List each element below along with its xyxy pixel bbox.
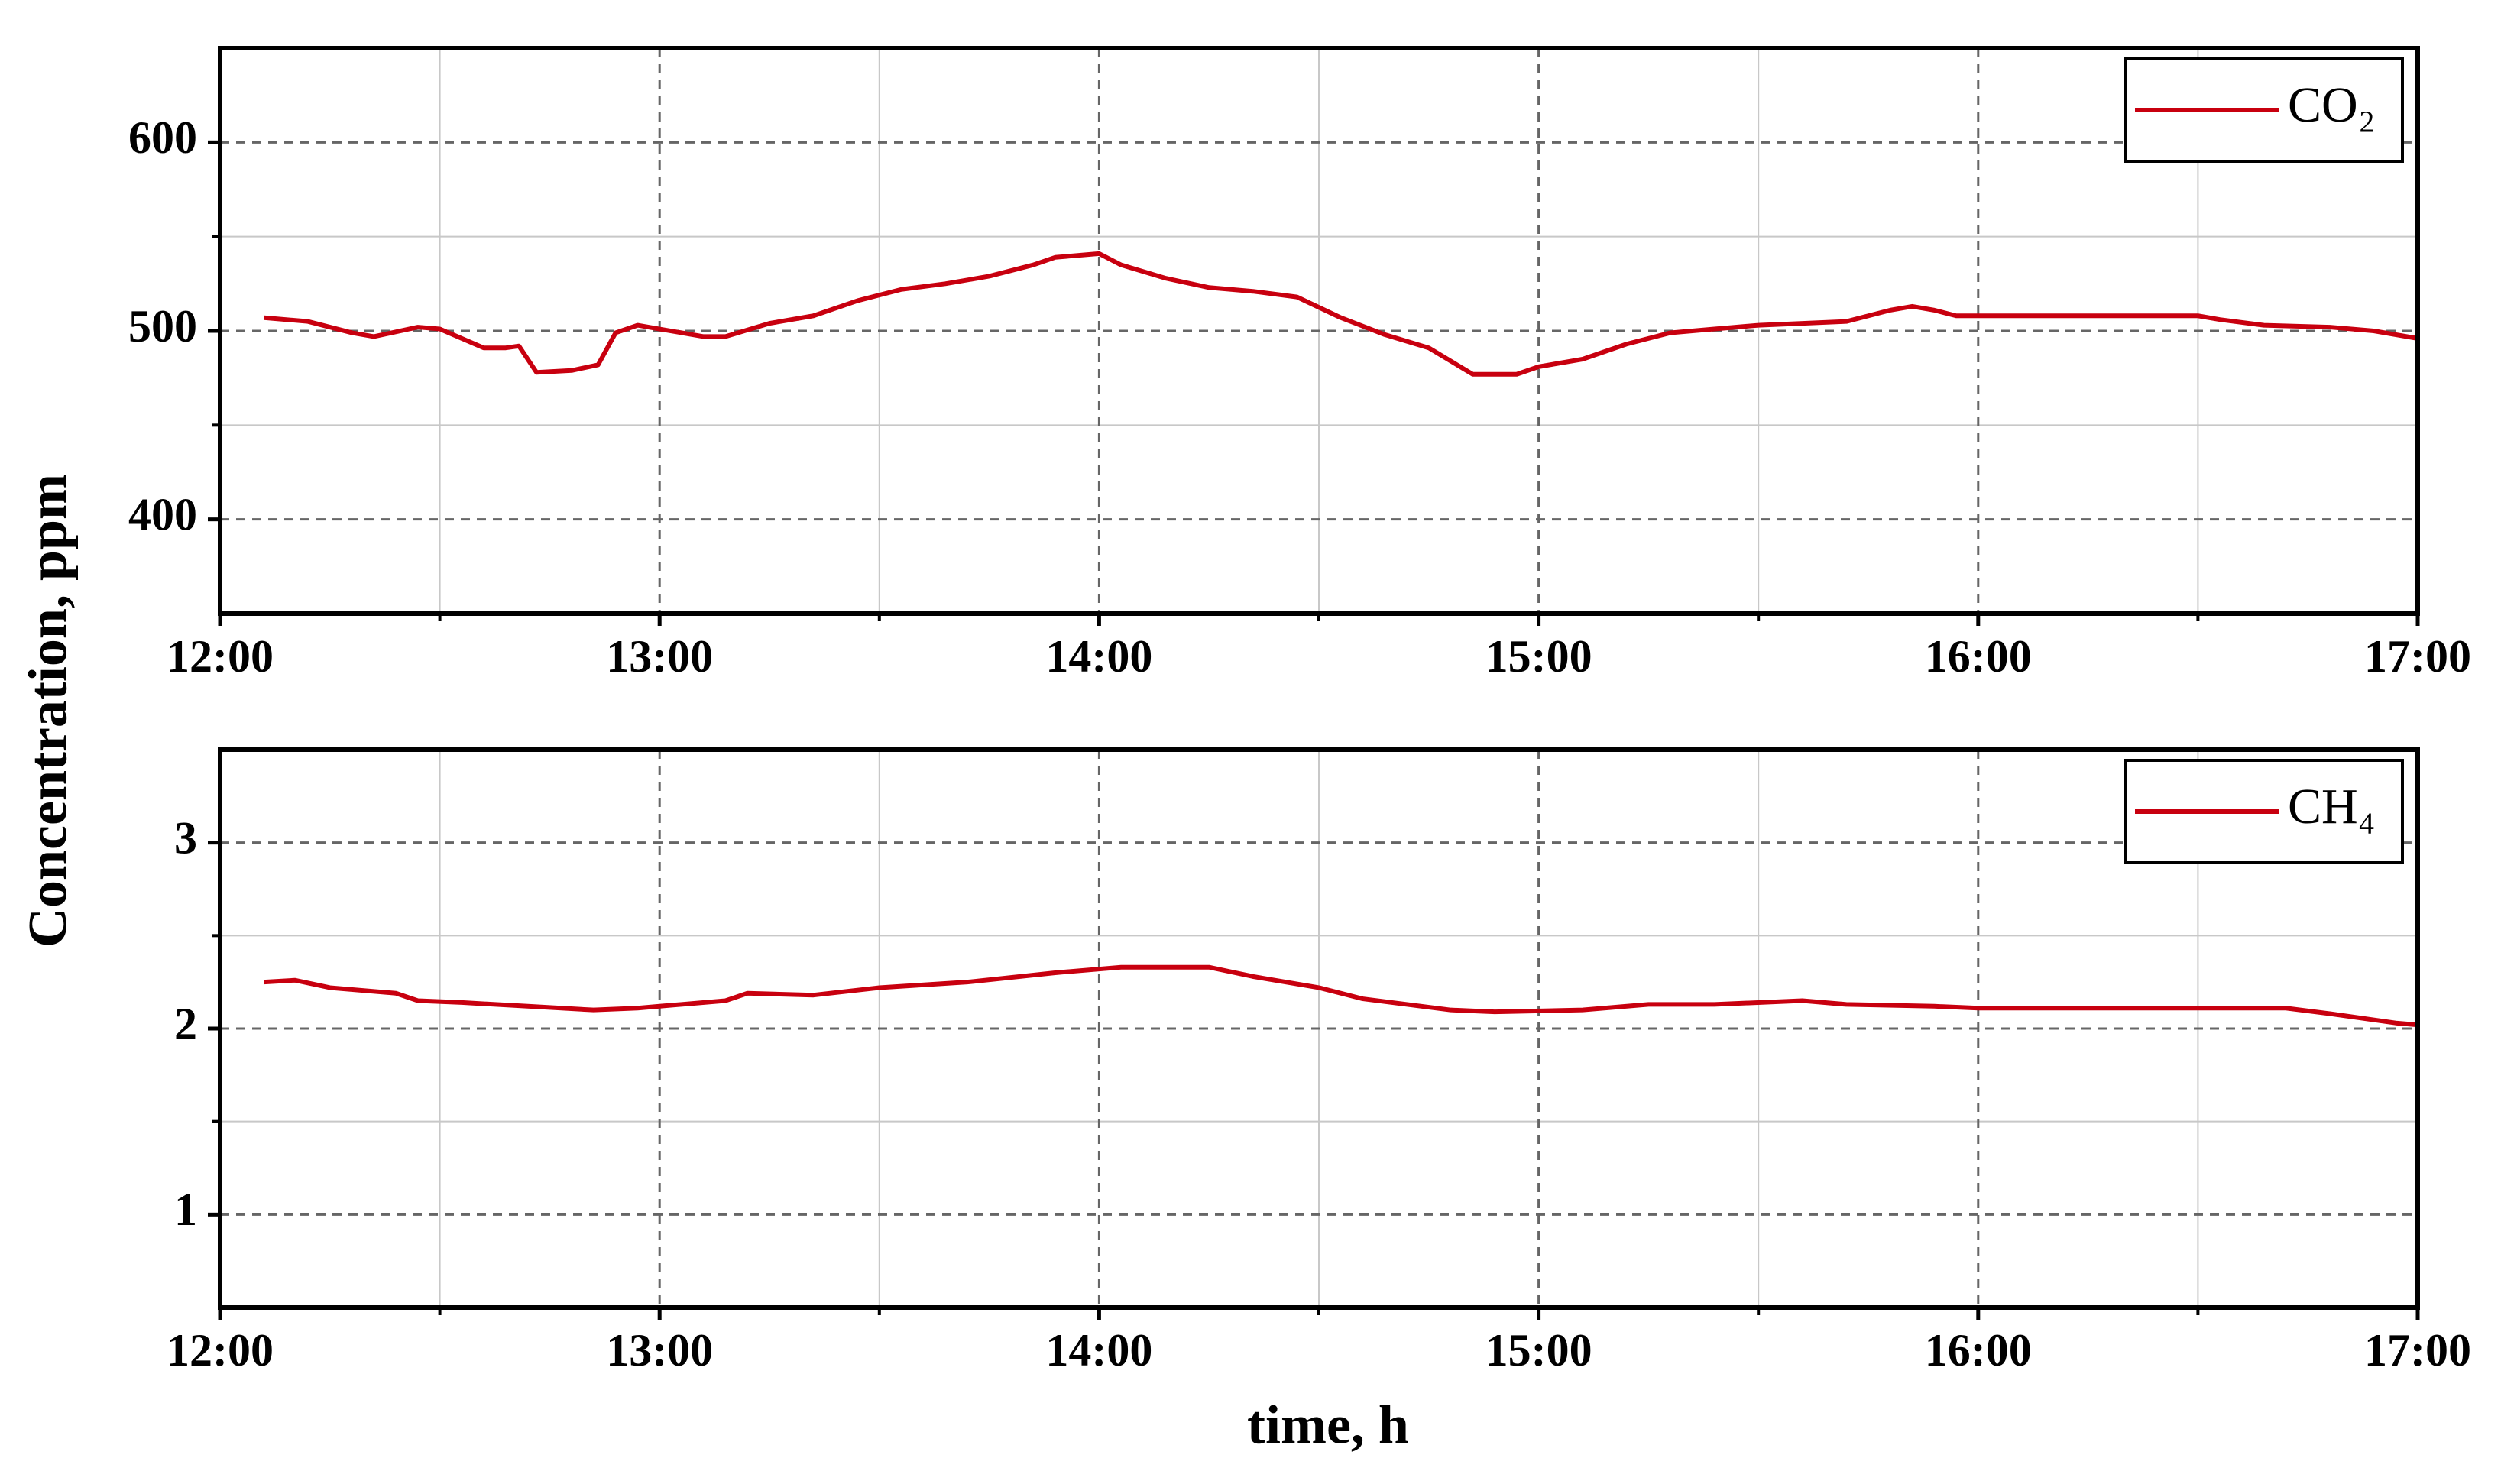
data-line <box>264 251 2418 377</box>
y-tick-label: 400 <box>128 489 197 539</box>
x-tick-label: 15:00 <box>1485 1325 1592 1375</box>
x-tick-label: 15:00 <box>1485 631 1592 682</box>
legend-label: CH₄ <box>2288 779 2376 834</box>
y-tick-label: 3 <box>174 812 197 863</box>
y-axis-label: Concentration, ppm <box>18 474 79 948</box>
y-tick-label: 500 <box>128 301 197 352</box>
y-tick-label: 1 <box>174 1184 197 1235</box>
x-tick-label: 17:00 <box>2364 1325 2471 1375</box>
x-axis-label: time, h <box>1247 1395 1409 1456</box>
x-tick-label: 13:00 <box>606 631 713 682</box>
x-tick-label: 16:00 <box>1925 1325 2032 1375</box>
x-tick-label: 14:00 <box>1045 1325 1152 1375</box>
x-tick-label: 17:00 <box>2364 631 2471 682</box>
data-line <box>264 964 2418 1028</box>
x-tick-label: 12:00 <box>167 1325 274 1375</box>
y-tick-label: 600 <box>128 112 197 163</box>
x-tick-label: 16:00 <box>1925 631 2032 682</box>
x-tick-label: 14:00 <box>1045 631 1152 682</box>
plot-frame <box>218 46 2420 616</box>
x-tick-label: 13:00 <box>606 1325 713 1375</box>
legend-label: CO₂ <box>2288 77 2376 133</box>
plot-frame <box>218 747 2420 1310</box>
x-tick-label: 12:00 <box>167 631 274 682</box>
y-tick-label: 2 <box>174 999 197 1049</box>
